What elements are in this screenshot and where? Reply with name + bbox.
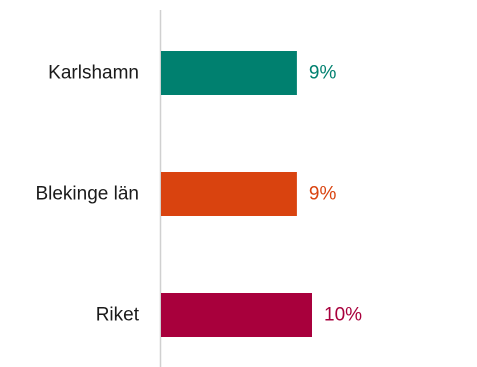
bar — [161, 51, 297, 95]
bars-group: Karlshamn 9% Blekinge län 9% Riket 10% — [35, 51, 362, 337]
category-label: Riket — [96, 305, 140, 326]
data-label: 9% — [309, 184, 337, 205]
data-label: 9% — [309, 63, 337, 84]
category-label: Blekinge län — [35, 184, 139, 205]
category-label: Karlshamn — [48, 63, 139, 84]
bar — [161, 293, 312, 337]
data-label: 10% — [324, 305, 362, 326]
bar — [161, 172, 297, 216]
